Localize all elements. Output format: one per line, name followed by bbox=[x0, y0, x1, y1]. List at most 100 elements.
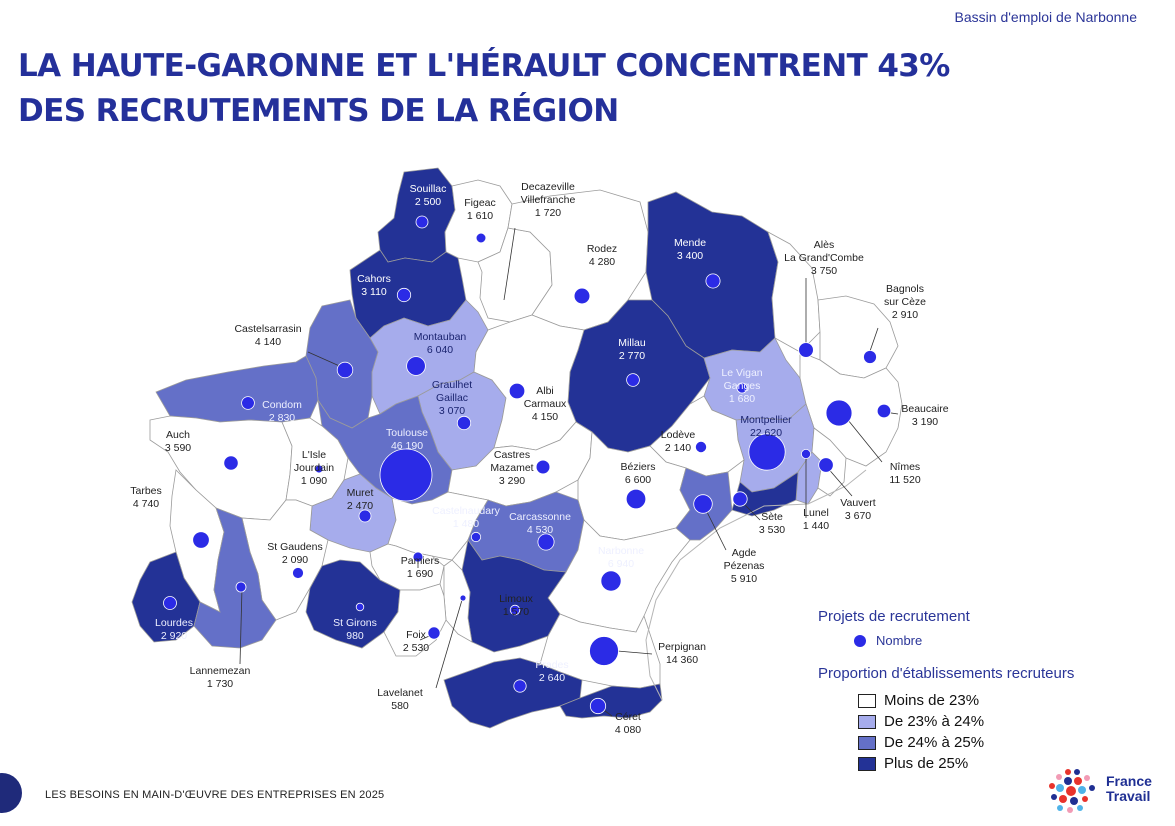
area-name: St Gaudens bbox=[267, 541, 322, 553]
area-name: Vauvert bbox=[840, 497, 875, 509]
area-labels: Souillac 2 500 Figeac 1 610 Decazeville Ville… bbox=[130, 181, 949, 736]
area-lannemezan[interactable] bbox=[193, 507, 277, 649]
area-value: 22 620 bbox=[750, 427, 782, 439]
area-lourdes[interactable] bbox=[131, 551, 201, 643]
area-bagnols[interactable] bbox=[817, 295, 899, 379]
area-label-le-vigan-ganges: Le Vigan Ganges 1 680 bbox=[721, 367, 762, 405]
area-value: 5 910 bbox=[731, 573, 757, 585]
area-name: Pamiers bbox=[401, 555, 440, 567]
area-label-toulouse: Toulouse 46 190 bbox=[386, 427, 428, 452]
area-value: 2 470 bbox=[347, 500, 373, 512]
area-label-st-girons: St Girons 980 bbox=[333, 617, 377, 642]
area-name: Agde bbox=[732, 547, 757, 559]
area-name: Ganges bbox=[724, 380, 761, 392]
recruitment-circle-foix bbox=[427, 626, 441, 640]
area-label-montauban: Montauban 6 040 bbox=[414, 331, 467, 356]
area-label-al-s-la-grand-combe: Alès La Grand'Combe 3 750 bbox=[784, 239, 864, 277]
legend-class-label: Plus de 25% bbox=[884, 755, 969, 772]
area-name: Montpellier bbox=[740, 414, 792, 426]
area-label-lannemezan: Lannemezan 1 730 bbox=[190, 665, 251, 690]
recruitment-circle-st-girons bbox=[355, 602, 365, 612]
legend-class-row: De 23% à 24% bbox=[858, 711, 1138, 732]
area-name: Sète bbox=[761, 511, 783, 523]
area-pamiers[interactable] bbox=[369, 543, 445, 591]
area-value: 3 290 bbox=[499, 475, 525, 487]
area-name: Carmaux bbox=[524, 398, 567, 410]
legend-class-label: De 23% à 24% bbox=[884, 713, 985, 730]
area-lavelanet[interactable] bbox=[443, 559, 473, 643]
recruitment-circle-b-ziers bbox=[625, 488, 647, 510]
area-label-lourdes: Lourdes 2 920 bbox=[155, 617, 193, 642]
logo-wordmark: France Travail bbox=[1106, 774, 1152, 804]
recruitment-circle-lavelanet bbox=[459, 594, 467, 602]
legend-size-title: Projets de recrutement bbox=[818, 608, 970, 625]
area-name: Condom bbox=[262, 399, 302, 411]
recruitment-circle-lourdes bbox=[163, 596, 177, 610]
title-line-2: DES RECRUTEMENTS DE LA RÉGION bbox=[18, 93, 619, 129]
area-name: Nîmes bbox=[890, 461, 920, 473]
area-label-montpellier: Montpellier 22 620 bbox=[740, 414, 792, 439]
area-name: Cahors bbox=[357, 273, 391, 285]
area-label-souillac: Souillac 2 500 bbox=[410, 183, 447, 208]
recruitment-circle-albi-carmaux bbox=[508, 382, 526, 400]
area-label-castelnaudary: Castelnaudary 1 480 bbox=[432, 505, 500, 530]
area-value: 1 610 bbox=[467, 210, 493, 222]
recruitment-circle-limoux bbox=[509, 604, 521, 616]
area-value: 3 400 bbox=[677, 250, 703, 262]
area-name: Carcassonne bbox=[509, 511, 571, 523]
area-value: 2 830 bbox=[269, 412, 295, 424]
area-name: L'Isle bbox=[302, 449, 326, 461]
france-travail-logo: France Travail bbox=[1044, 766, 1169, 814]
area-name: Auch bbox=[166, 429, 190, 441]
area-label-mende: Mende 3 400 bbox=[674, 237, 706, 262]
recruitment-circle-souillac bbox=[415, 215, 429, 229]
area-value: 2 640 bbox=[539, 672, 565, 684]
area-label-figeac: Figeac 1 610 bbox=[464, 197, 496, 222]
recruitment-circle-st-gaudens bbox=[292, 567, 304, 579]
area-value: 4 080 bbox=[615, 724, 641, 736]
area-name: Perpignan bbox=[658, 641, 706, 653]
basin-tag: Bassin d'emploi de Narbonne bbox=[954, 9, 1137, 25]
recruitment-circle-vauvert bbox=[818, 457, 834, 473]
recruitment-circle-c-ret bbox=[589, 697, 607, 715]
recruitment-circle-castelnaudary bbox=[470, 531, 482, 543]
area-name: Figeac bbox=[464, 197, 496, 209]
area-value: 980 bbox=[346, 630, 364, 642]
recruitment-circle-carcassonne bbox=[537, 533, 555, 551]
area-label-castelsarrasin: Castelsarrasin 4 140 bbox=[234, 323, 301, 348]
area-value: 2 530 bbox=[403, 642, 429, 654]
area-value: 2 920 bbox=[161, 630, 187, 642]
area-name: Prades bbox=[535, 659, 568, 671]
area-label-auch: Auch 3 590 bbox=[165, 429, 191, 454]
recruitment-circle-montpellier bbox=[748, 433, 786, 471]
legend-swatch bbox=[858, 735, 876, 750]
area-label-rodez: Rodez 4 280 bbox=[587, 243, 617, 268]
area-name: Castelsarrasin bbox=[234, 323, 301, 335]
area-label-millau: Millau 2 770 bbox=[618, 337, 646, 362]
area-ceret[interactable] bbox=[559, 683, 663, 719]
recruitment-circle-lod-ve bbox=[695, 440, 708, 453]
recruitment-circle-figeac bbox=[475, 232, 487, 244]
legend-swatch bbox=[858, 714, 876, 729]
area-name: Decazeville bbox=[521, 181, 575, 193]
area-value: 1 440 bbox=[803, 520, 829, 532]
area-name: Gaillac bbox=[436, 392, 468, 404]
area-label-albi-carmaux: Albi Carmaux 4 150 bbox=[524, 385, 567, 423]
area-name: Bagnols bbox=[886, 283, 924, 295]
area-name: Béziers bbox=[620, 461, 655, 473]
recruitment-circle-bagnols-sur-c-ze bbox=[863, 350, 877, 364]
area-value: 6 040 bbox=[427, 344, 453, 356]
area-name: Lunel bbox=[803, 507, 829, 519]
area-name: Mazamet bbox=[490, 462, 533, 474]
recruitment-circle-s-te bbox=[732, 491, 748, 507]
area-name: Graulhet bbox=[432, 379, 472, 391]
area-value: 1 480 bbox=[453, 518, 479, 530]
recruitment-circle-condom bbox=[241, 396, 255, 410]
recruitment-circle-muret bbox=[358, 509, 372, 523]
area-value: 1 090 bbox=[301, 475, 327, 487]
area-label-agde-p-zenas: Agde Pézenas 5 910 bbox=[724, 547, 765, 585]
legend-circle-icon bbox=[854, 634, 866, 647]
recruitment-circle-auch bbox=[223, 455, 239, 471]
area-ales[interactable] bbox=[767, 231, 821, 353]
area-value: 6 600 bbox=[625, 474, 651, 486]
